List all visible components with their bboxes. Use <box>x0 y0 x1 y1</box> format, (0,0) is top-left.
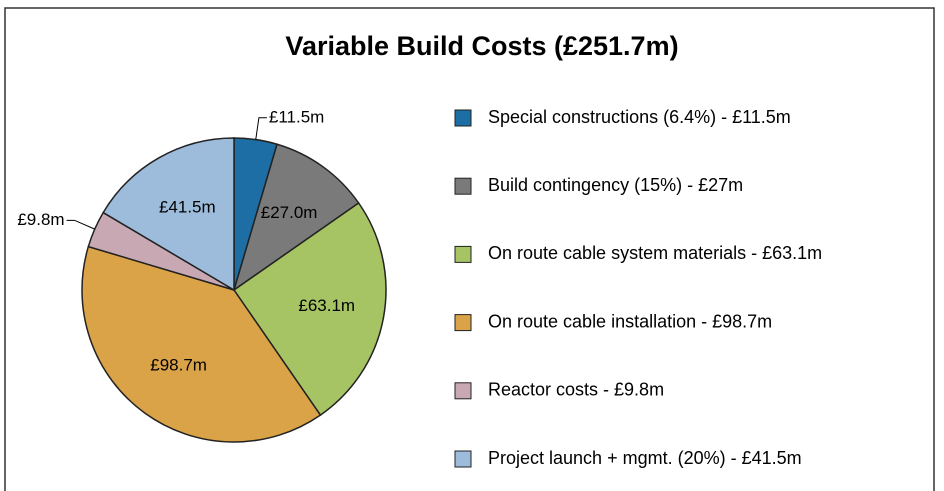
pie-slice <box>102 137 235 292</box>
data-label: £41.5m <box>159 198 216 217</box>
pie-slice <box>81 245 322 443</box>
pie-slice <box>232 143 360 292</box>
data-label: £11.5m <box>269 107 324 126</box>
legend-swatch <box>454 109 472 127</box>
legend-label: On route cable system materials - £63.1m <box>488 243 822 263</box>
legend-label: On route cable installation - £98.7m <box>488 311 772 331</box>
pie-slice <box>232 201 387 417</box>
data-label: £9.8m <box>17 210 64 229</box>
legend-swatch <box>454 450 472 468</box>
data-label: £27.0m <box>261 203 318 222</box>
legend-label: Project launch + mgmt. (20%) - £41.5m <box>488 448 802 468</box>
legend-swatch <box>454 314 472 332</box>
legend-swatch <box>454 245 472 263</box>
legend-swatch <box>454 382 472 400</box>
data-label: £98.7m <box>150 356 207 375</box>
legend-swatch <box>454 177 472 195</box>
legend-label: Build contingency (15%) - £27m <box>488 175 743 195</box>
chart-title: Variable Build Costs (£251.7m) <box>285 31 678 61</box>
leader-line <box>66 219 95 230</box>
leader-line <box>255 117 267 140</box>
legend-label: Reactor costs - £9.8m <box>488 380 664 400</box>
data-label: £63.1m <box>298 296 355 315</box>
legend-label: Special constructions (6.4%) - £11.5m <box>488 107 791 127</box>
